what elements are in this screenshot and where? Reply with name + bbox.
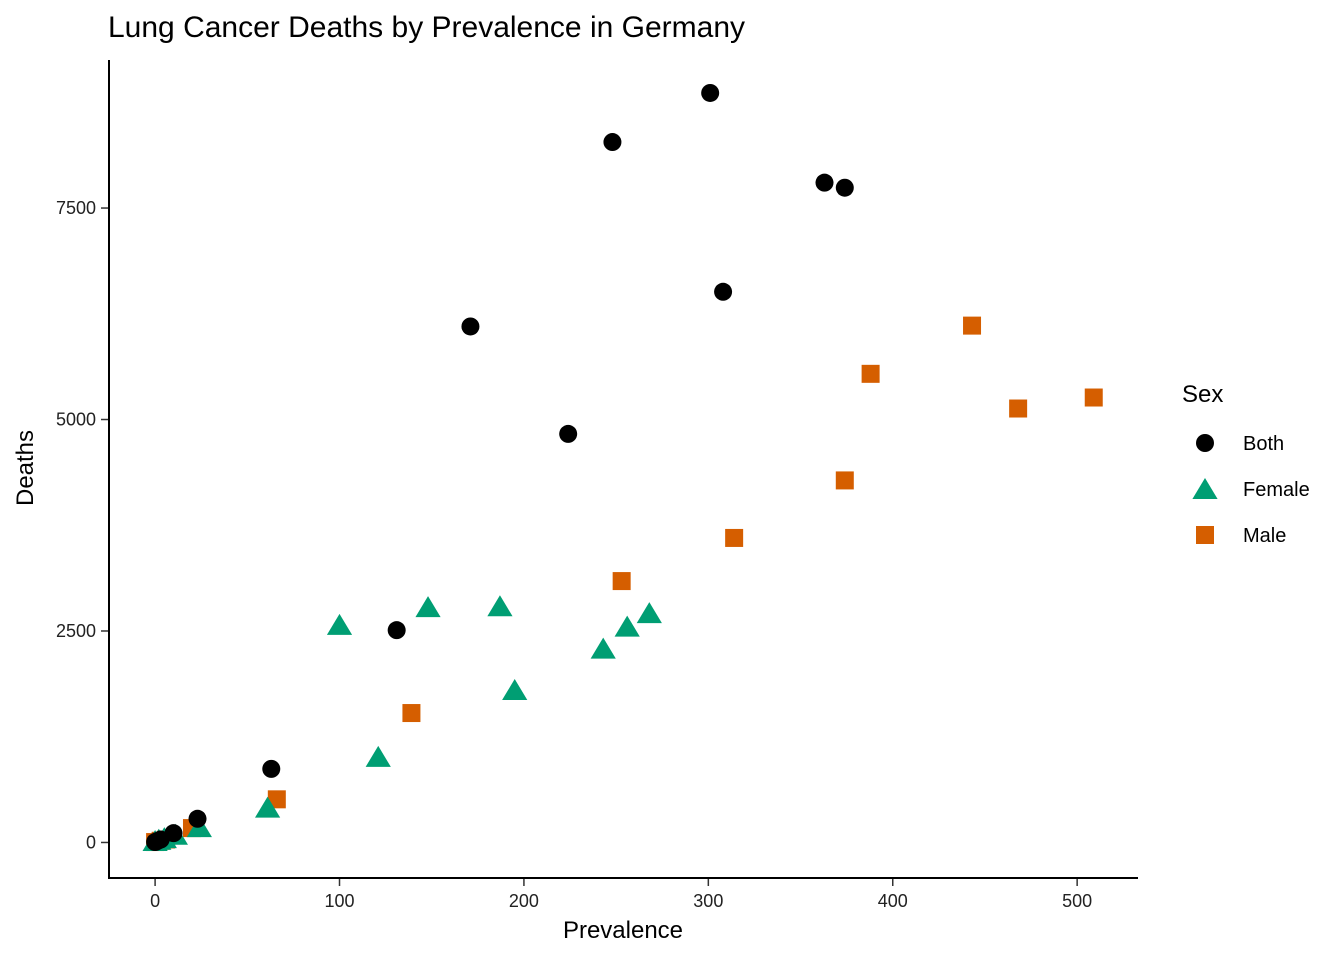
data-point-male <box>835 471 854 490</box>
data-point-both <box>835 178 854 197</box>
data-point-female <box>590 637 616 659</box>
y-axis-ticks: 0 2500 5000 7500 <box>56 198 108 852</box>
legend-title: Sex <box>1182 381 1223 408</box>
data-point-both <box>387 621 406 640</box>
legend-items: Both Female Male <box>1192 433 1310 547</box>
data-point-male <box>612 572 631 591</box>
data-point-female <box>487 595 513 617</box>
data-point-male <box>725 528 744 547</box>
data-point-both <box>603 133 622 152</box>
data-point-female <box>502 679 528 701</box>
data-point-male <box>861 364 880 383</box>
data-point-both <box>461 317 480 336</box>
data-point-female <box>415 596 441 618</box>
legend-label-both: Both <box>1243 433 1284 455</box>
x-axis-ticks: 0 100 200 300 400 500 <box>150 879 1092 911</box>
x-axis-title: Prevalence <box>563 917 683 944</box>
legend-label-male: Male <box>1243 525 1286 547</box>
data-point-female <box>365 745 391 767</box>
data-point-both <box>815 173 834 192</box>
x-tick-label: 500 <box>1062 891 1092 911</box>
x-tick-label: 100 <box>324 891 354 911</box>
x-tick-label: 200 <box>509 891 539 911</box>
legend-key-both <box>1196 434 1214 452</box>
data-point-both <box>262 759 281 778</box>
data-point-female <box>614 615 640 637</box>
plot-area <box>142 83 1103 852</box>
chart-title: Lung Cancer Deaths by Prevalence in Germ… <box>108 11 745 44</box>
data-point-female <box>254 796 281 818</box>
data-point-male <box>1084 388 1103 407</box>
legend-key-male <box>1196 526 1214 544</box>
data-point-male <box>402 704 421 723</box>
data-point-male <box>963 316 982 335</box>
legend-label-female: Female <box>1243 479 1310 501</box>
legend-key-female <box>1192 478 1218 499</box>
x-tick-label: 300 <box>693 891 723 911</box>
data-point-female <box>636 602 662 624</box>
data-point-male <box>267 790 286 809</box>
y-tick-label: 5000 <box>56 410 96 430</box>
x-tick-label: 0 <box>150 891 160 911</box>
y-tick-label: 0 <box>86 832 96 852</box>
y-tick-label: 7500 <box>56 198 96 218</box>
y-axis-title: Deaths <box>12 430 39 506</box>
x-tick-label: 400 <box>878 891 908 911</box>
data-point-both <box>701 83 720 102</box>
data-points <box>142 83 1103 852</box>
data-point-both <box>188 809 207 828</box>
legend: Sex Both Female Male <box>1182 381 1310 547</box>
y-tick-label: 2500 <box>56 621 96 641</box>
data-point-both <box>714 282 733 301</box>
data-point-both <box>164 824 183 843</box>
data-point-male <box>1009 399 1028 418</box>
data-point-female <box>326 613 353 635</box>
data-point-both <box>559 424 578 443</box>
